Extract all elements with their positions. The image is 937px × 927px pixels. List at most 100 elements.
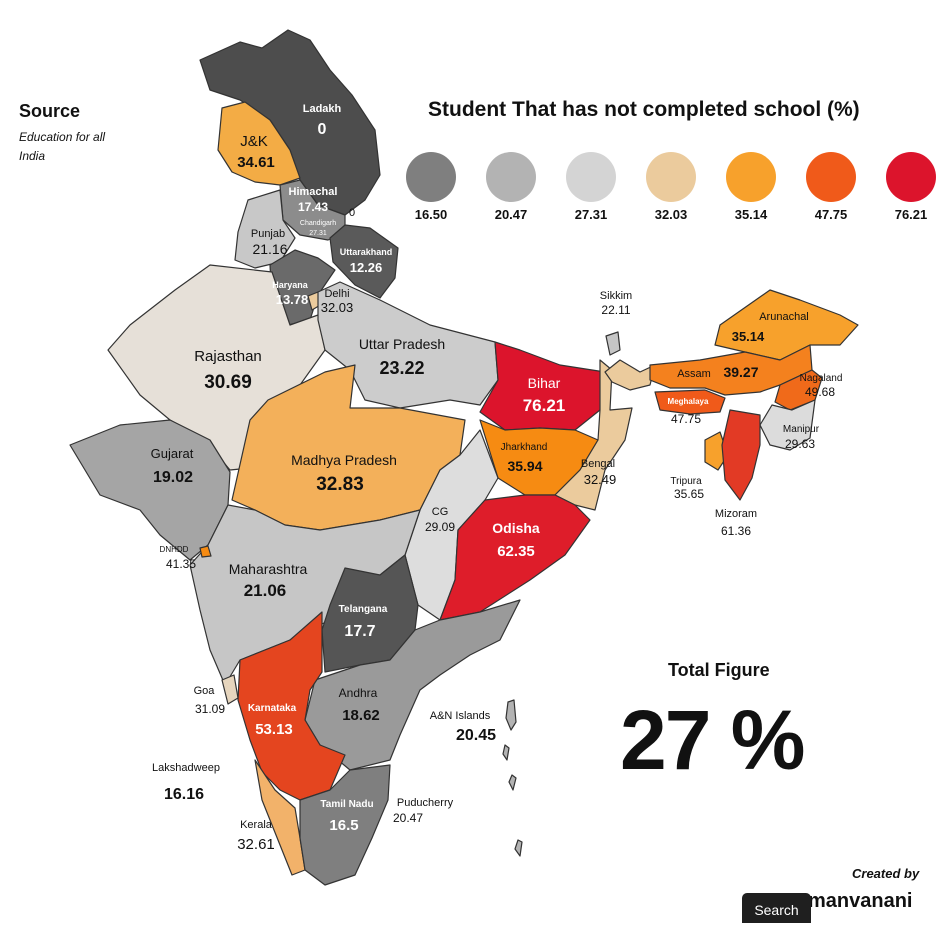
- legend-swatch: [486, 152, 536, 202]
- label-andhra-value: 18.62: [342, 707, 380, 724]
- label-kerala-value: 32.61: [237, 836, 275, 853]
- label-delhi-name: Delhi: [324, 288, 349, 300]
- label-gujarat-value: 19.02: [153, 469, 193, 486]
- label-maharashtra-name: Maharashtra: [229, 561, 308, 577]
- label-odisha-name: Odisha: [492, 520, 540, 536]
- brand-name: manvanani: [808, 890, 913, 912]
- label-arunachal-name: Arunachal: [759, 311, 809, 323]
- label-jk-name: J&K: [240, 133, 268, 150]
- state-an-islands[interactable]: [502, 699, 523, 857]
- label-delhi-value: 32.03: [321, 300, 354, 315]
- label-himachal-value: 17.43: [298, 200, 328, 214]
- legend-item: 20.47: [481, 152, 541, 222]
- label-bihar-value: 76.21: [523, 396, 566, 415]
- state-dnhdd[interactable]: [199, 545, 212, 558]
- label-karnataka-name: Karnataka: [248, 703, 297, 714]
- label-meghalaya-value: 47.75: [671, 412, 701, 426]
- label-ladakh-secondary-value: 0: [349, 207, 355, 219]
- label-punjab-value: 21.16: [252, 241, 287, 257]
- label-mp-name: Madhya Pradesh: [291, 452, 397, 468]
- state-karnataka[interactable]: [237, 611, 346, 801]
- label-haryana-value: 13.78: [276, 292, 309, 307]
- label-ladakh-value: 0: [318, 121, 327, 138]
- label-punjab-name: Punjab: [251, 228, 285, 240]
- source-title: Source: [19, 101, 81, 121]
- state-uttarakhand[interactable]: [329, 224, 399, 299]
- label-meghalaya-name: Meghalaya: [668, 397, 709, 406]
- label-tamilnadu-value: 16.5: [329, 817, 358, 834]
- label-chandigarh-value: 27.31: [309, 230, 327, 237]
- label-kerala-name: Kerala: [240, 819, 273, 831]
- state-up[interactable]: [317, 281, 499, 409]
- legend-value: 76.21: [894, 207, 928, 222]
- label-sikkim-value: 22.11: [601, 303, 630, 317]
- label-assam-name: Assam: [677, 368, 711, 380]
- label-mp-value: 32.83: [316, 474, 364, 495]
- label-puducherry-value: 20.47: [393, 811, 423, 825]
- label-cg-value: 29.09: [425, 520, 455, 534]
- label-mizoram-value: 61.36: [721, 524, 751, 538]
- legend-item: 76.21: [881, 152, 937, 222]
- label-jk-value: 34.61: [237, 154, 275, 171]
- legend-swatch: [886, 152, 936, 202]
- label-rajasthan-name: Rajasthan: [194, 348, 262, 365]
- label-up-name: Uttar Pradesh: [359, 336, 445, 352]
- label-uttarakhand-name: Uttarakhand: [340, 247, 393, 257]
- label-chandigarh-name: Chandigarh: [300, 220, 336, 227]
- legend-title: Student That has not completed school (%…: [428, 98, 860, 121]
- state-bengal[interactable]: [554, 359, 633, 511]
- state-mizoram[interactable]: [721, 409, 761, 501]
- label-tripura-name: Tripura: [670, 476, 702, 487]
- label-odisha-value: 62.35: [497, 543, 535, 560]
- label-goa-name: Goa: [194, 685, 216, 697]
- state-odisha[interactable]: [439, 494, 591, 621]
- legend-value: 47.75: [814, 207, 848, 222]
- legend-item: 27.31: [561, 152, 621, 222]
- state-gujarat[interactable]: [69, 419, 231, 561]
- state-tamilnadu[interactable]: [299, 764, 391, 886]
- created-by-label: Created by: [852, 866, 920, 881]
- total-figure-value: 27 %: [620, 693, 805, 787]
- label-nagaland-name: Nagaland: [800, 373, 843, 384]
- legend-swatch: [566, 152, 616, 202]
- label-arunachal-value: 35.14: [732, 329, 765, 344]
- search-button[interactable]: Search: [742, 893, 811, 923]
- label-bihar-name: Bihar: [528, 375, 561, 391]
- label-jharkhand-value: 35.94: [507, 458, 542, 474]
- label-bengal-name: Bengal: [581, 458, 615, 470]
- label-nagaland-value: 49.68: [805, 385, 835, 399]
- state-sikkim[interactable]: [605, 331, 621, 356]
- state-rest-ne-corridor: [604, 359, 656, 391]
- label-goa-value: 31.09: [195, 702, 225, 716]
- state-jk[interactable]: [217, 101, 301, 186]
- label-puducherry-name: Puducherry: [397, 797, 454, 809]
- legend-value: 35.14: [734, 207, 768, 222]
- state-manipur[interactable]: [759, 399, 816, 451]
- label-maharashtra-value: 21.06: [244, 581, 287, 600]
- source-subtitle: Education for all India: [19, 130, 106, 163]
- label-manipur-name: Manipur: [783, 424, 820, 435]
- legend-value: 32.03: [654, 207, 688, 222]
- legend-value: 16.50: [414, 207, 448, 222]
- state-andhra[interactable]: [304, 599, 521, 771]
- label-lakshadweep-value: 16.16: [164, 786, 204, 803]
- state-goa[interactable]: [221, 674, 239, 705]
- label-himachal-name: Himachal: [289, 186, 338, 198]
- label-mizoram-name: Mizoram: [715, 508, 757, 520]
- label-rajasthan-value: 30.69: [204, 372, 252, 393]
- label-bengal-value: 32.49: [584, 472, 617, 487]
- legend-swatch: [806, 152, 856, 202]
- legend-item: 16.50: [401, 152, 461, 222]
- label-assam-value: 39.27: [723, 364, 758, 380]
- legend-swatch: [406, 152, 456, 202]
- state-meghalaya[interactable]: [654, 389, 726, 415]
- total-figure-title: Total Figure: [668, 660, 770, 680]
- state-arunachal[interactable]: [714, 289, 859, 361]
- label-manipur-value: 29.63: [785, 437, 815, 451]
- legend-swatch: [646, 152, 696, 202]
- label-an-name: A&N Islands: [430, 710, 491, 722]
- label-ladakh-name: Ladakh: [303, 103, 342, 115]
- label-gujarat-name: Gujarat: [151, 446, 194, 461]
- label-uttarakhand-value: 12.26: [350, 260, 383, 275]
